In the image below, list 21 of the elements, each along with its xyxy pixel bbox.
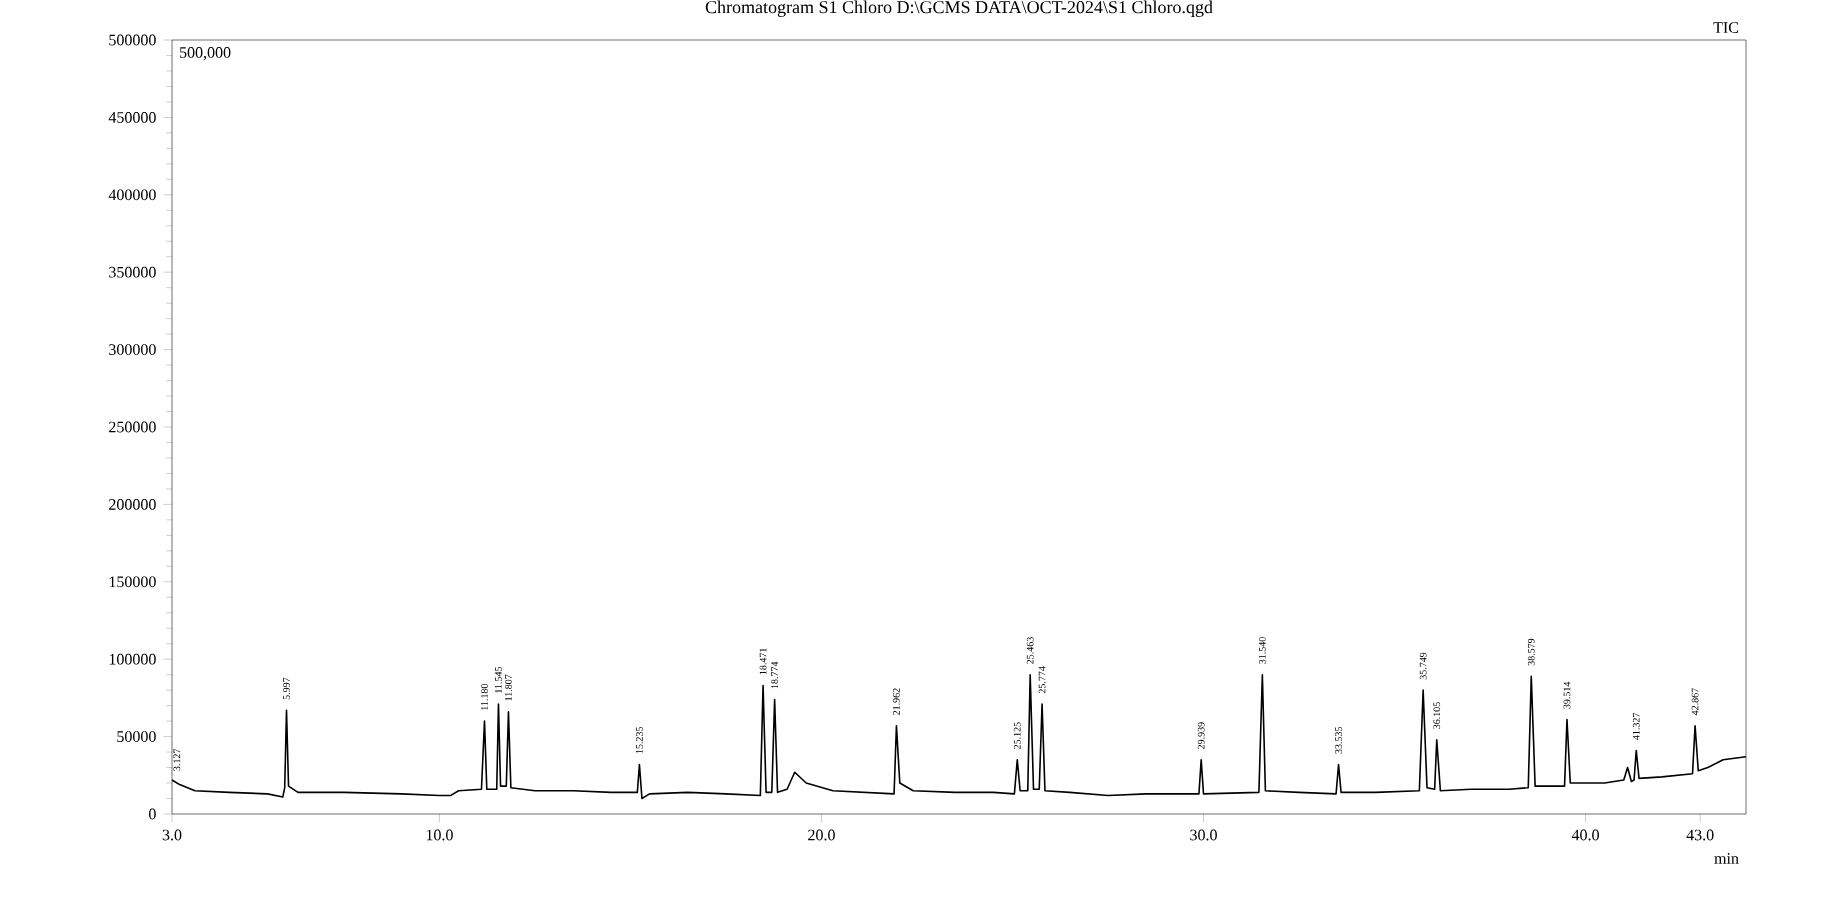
y-tick-label: 500000 — [109, 34, 156, 46]
y-tick-label: 400000 — [108, 189, 156, 201]
text: TIC — [1713, 22, 1739, 33]
x-axis-title: min — [1714, 853, 1739, 864]
x-tick-label: 10.0 — [426, 829, 453, 841]
x-tick-label: 20.0 — [808, 829, 835, 841]
y-tick-label: 300000 — [109, 344, 156, 355]
x-tick-label: 3.0 — [162, 829, 182, 841]
y-tick-label: 200000 — [109, 499, 156, 510]
y-tick-label: 350000 — [109, 266, 156, 278]
y-tick-label: 150000 — [109, 576, 156, 588]
y-tick-label: 450000 — [108, 112, 156, 123]
y-tick-label: 0 — [149, 808, 156, 820]
chart-title: Chromatogram S1 Chloro D:\GCMS DATA\OCT-2024\S1 Chloro.qgd — [705, 0, 1213, 17]
x-tick-label: 40.0 — [1571, 829, 1599, 841]
y-tick-label: 100000 — [109, 653, 156, 665]
y-tick-label: 250000 — [109, 421, 156, 433]
annotation: 500,000 — [180, 47, 231, 61]
x-tick-label: 30.0 — [1190, 829, 1217, 841]
y-tick-label: 50000 — [117, 731, 156, 742]
x-tick-label: 43.0 — [1686, 829, 1714, 841]
